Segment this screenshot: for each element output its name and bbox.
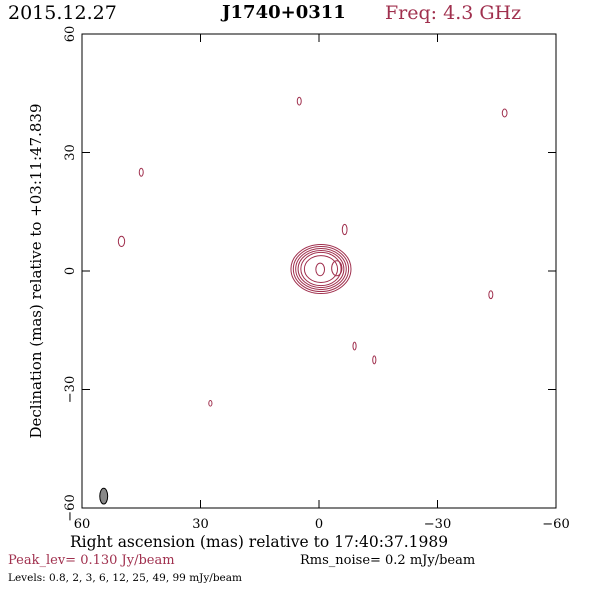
beam-ellipse — [99, 487, 109, 505]
y-tick-label: 0 — [63, 267, 78, 275]
y-tick-label: 60 — [63, 26, 78, 43]
peak-contour-1 — [315, 262, 326, 277]
x-tick-label: 60 — [74, 517, 91, 532]
noise-contour — [352, 341, 357, 351]
contour-level-4 — [297, 249, 345, 289]
noise-contour — [488, 290, 494, 300]
y-tick-label: −60 — [63, 494, 78, 521]
contour-level-6 — [303, 255, 339, 283]
y-axis-label: Declination (mas) relative to +03:11:47.… — [27, 103, 45, 438]
contour-levels: Levels: 0.8, 2, 3, 6, 12, 25, 49, 99 mJy… — [8, 572, 242, 584]
observation-date: 2015.12.27 — [8, 2, 117, 24]
noise-contour — [296, 96, 302, 106]
contour-level-5 — [300, 251, 342, 287]
contour-level-3 — [295, 247, 347, 291]
noise-contour — [501, 108, 508, 118]
noise-contour — [208, 400, 213, 407]
noise-contour — [372, 355, 377, 365]
x-tick-label: −30 — [424, 517, 451, 532]
x-axis-label: Right ascension (mas) relative to 17:40:… — [70, 533, 449, 551]
axis-ticks — [81, 33, 557, 509]
peak-level: Peak_lev= 0.130 Jy/beam — [8, 553, 175, 568]
x-tick-label: −60 — [542, 517, 569, 532]
contour-level-2 — [292, 246, 350, 293]
axis-tick-labels: 60 30 0 −30 −60 −60 −30 0 30 60 — [63, 26, 570, 532]
noise-contour — [117, 235, 126, 248]
frequency-label: Freq: 4.3 GHz — [385, 2, 522, 24]
noise-contour — [341, 223, 348, 236]
x-tick-label: 0 — [315, 517, 323, 532]
rms-noise: Rms_noise= 0.2 mJy/beam — [300, 553, 476, 568]
y-tick-label: −30 — [63, 376, 78, 403]
y-tick-label: 30 — [63, 144, 78, 161]
x-tick-label: 30 — [192, 517, 209, 532]
contour-layer — [99, 96, 508, 505]
noise-contour — [138, 167, 144, 177]
peak-contour-2 — [331, 260, 343, 277]
source-name: J1740+0311 — [222, 2, 346, 23]
contour-level-1 — [290, 244, 352, 295]
plot-frame — [81, 33, 557, 509]
